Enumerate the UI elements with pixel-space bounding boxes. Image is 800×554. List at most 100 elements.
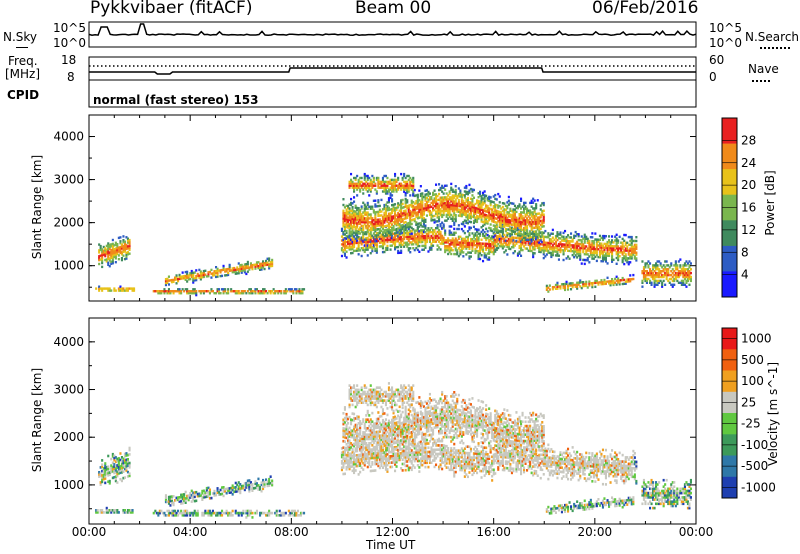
power-cell [380,235,383,238]
power-cell [180,290,183,293]
velocity-cell [343,457,346,461]
power-cell [483,196,486,199]
power-cell [441,186,444,190]
power-cell [523,241,526,244]
power-cell [363,203,366,206]
power-cell [404,180,407,184]
power-cell [251,290,254,293]
power-cell [658,279,661,283]
power-cell [259,262,262,266]
power-cell [457,243,460,246]
velocity-cell [290,511,293,515]
power-cell [620,241,623,244]
power-cell [501,237,504,240]
velocity-cell [107,467,110,471]
power-cell [465,198,468,201]
power-cell [345,222,348,225]
power-cell [345,224,348,227]
velocity-cell [248,479,251,482]
power-cell [117,258,120,261]
power-cell [665,260,668,263]
power-cell [494,207,497,210]
power-cell [594,238,597,241]
power-cell [409,194,412,197]
velocity-cell [342,420,345,424]
power-cell [591,243,594,247]
power-cell [655,283,658,286]
power-cell [178,275,181,279]
velocity-cell [172,495,175,498]
power-cell [604,246,607,250]
power-cell [532,222,535,226]
power-cell [466,214,469,217]
power-cell [365,186,368,189]
power-cell [342,230,345,234]
velocity-cell [266,514,269,517]
power-cell [483,209,486,213]
power-cell [498,218,501,221]
velocity-cell [345,417,348,420]
power-cell [482,228,485,232]
velocity-cell [181,495,184,499]
power-cell [406,205,409,208]
power-cell [469,241,472,245]
velocity-cell [104,481,107,485]
power-cell [586,253,589,256]
power-cell [627,235,630,239]
power-cell [530,215,533,218]
velocity-cell [207,509,210,513]
power-cell [369,223,372,226]
power-cell [556,250,559,253]
power-cell [671,279,674,283]
power-cell [412,235,415,238]
power-cell [101,261,104,265]
power-cell [409,231,412,234]
power-cell [348,211,351,214]
power-cell [404,235,407,239]
power-cell [157,292,160,295]
velocity-cell [275,514,278,517]
power-cell [586,249,589,252]
power-cell [99,258,102,261]
power-cell [359,176,362,180]
power-cell [240,292,243,295]
power-cell [542,235,545,238]
power-cell [554,236,557,240]
power-cell [356,226,359,229]
power-cell [398,236,401,239]
power-cell [422,209,425,212]
power-cell [372,176,375,180]
power-cell [409,225,412,229]
power-cell [513,216,516,219]
power-cell [419,194,422,198]
power-cell [354,212,357,215]
velocity-cell [347,454,350,457]
power-cell [424,209,427,212]
velocity-cell [122,470,125,473]
power-cell [468,245,471,248]
power-cell [410,235,413,238]
power-cell [130,287,133,290]
power-cell [375,218,378,222]
power-cell [424,231,427,234]
power-cell [679,273,682,277]
power-cell [494,228,497,232]
power-cell [348,232,351,235]
power-cell [564,249,567,252]
power-cell [356,249,359,252]
power-cell [120,258,123,262]
power-cell [480,244,483,247]
power-cell [377,210,380,214]
power-cell [512,212,515,215]
power-cell [424,197,427,200]
power-cell [512,223,515,227]
power-cell [641,281,644,284]
power-cell [456,251,459,254]
power-cell [386,224,389,227]
power-cell [460,239,463,242]
power-cell [480,220,483,223]
power-cell [199,276,202,279]
power-cell [535,218,538,221]
power-cell [571,238,574,241]
power-cell [554,250,557,253]
